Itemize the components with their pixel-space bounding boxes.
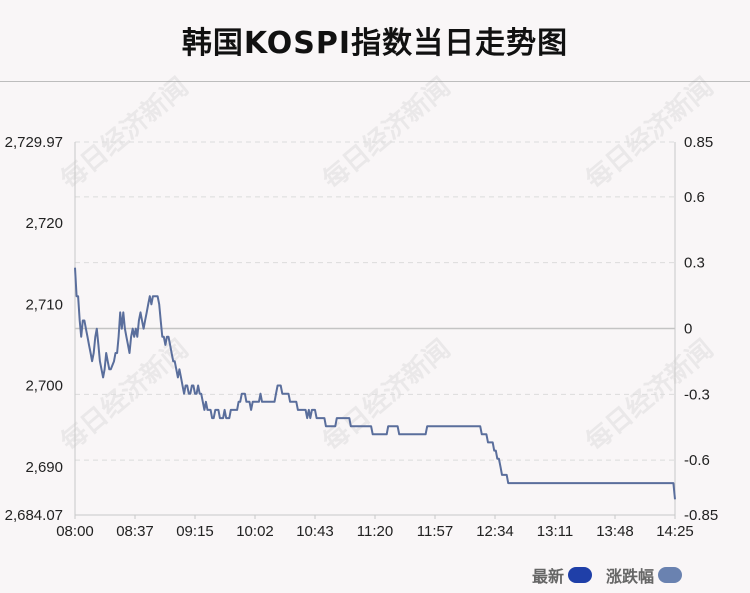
series-line-latest [74, 267, 676, 500]
title-divider [0, 81, 750, 82]
legend-label-change: 涨跌幅 [606, 567, 655, 586]
left-tick-label: 2,710 [25, 296, 63, 313]
x-tick-label: 09:15 [176, 523, 214, 540]
left-tick-label: 2,729.97 [5, 134, 63, 151]
x-tick-label: 11:20 [357, 523, 393, 540]
x-tick-label: 10:02 [236, 523, 274, 540]
x-tick-label: 12:34 [476, 523, 514, 540]
legend-swatch-latest [568, 567, 593, 583]
left-axis-ticks: 2,684.07 2,690 2,700 2,710 2,720 2,729.97 [5, 134, 63, 524]
legend-item-change[interactable]: 涨跌幅 [606, 563, 683, 587]
right-tick-label: -0.6 [684, 452, 710, 469]
x-tick-label: 11:57 [417, 523, 453, 540]
right-tick-label: -0.85 [684, 507, 718, 524]
x-tick-label: 13:48 [596, 523, 634, 540]
left-tick-label: 2,690 [25, 459, 63, 476]
x-tick-label: 08:00 [56, 523, 94, 540]
right-tick-label: 0.3 [684, 255, 705, 272]
left-tick-label: 2,720 [25, 215, 63, 232]
x-tick-label: 08:37 [116, 523, 154, 540]
legend-swatch-change [658, 567, 683, 583]
grid-lines [75, 141, 675, 516]
legend-label-latest: 最新 [532, 567, 565, 586]
x-tick-label: 13:11 [537, 523, 573, 540]
left-tick-label: 2,700 [25, 378, 63, 395]
right-tick-label: 0 [684, 321, 692, 338]
x-axis-ticks: 08:00 08:37 09:15 10:02 10:43 11:20 11:57 12:34… [56, 515, 694, 540]
watermark-text: 每日经济新闻 [55, 333, 194, 457]
right-tick-label: 0.6 [684, 189, 705, 206]
legend-item-latest[interactable]: 最新 [532, 563, 593, 587]
watermark-text: 每日经济新闻 [317, 333, 456, 457]
right-axis-ticks: -0.85 -0.6 -0.3 0 0.3 0.6 0.85 [684, 134, 718, 524]
legend: 最新 涨跌幅 [532, 563, 683, 587]
x-tick-label: 14:25 [656, 523, 694, 540]
right-tick-label: 0.85 [684, 134, 713, 151]
watermark-text: 每日经济新闻 [317, 71, 456, 195]
right-tick-label: -0.3 [684, 386, 710, 403]
left-tick-label: 2,684.07 [5, 507, 63, 524]
watermark-text: 每日经济新闻 [55, 71, 194, 195]
x-tick-label: 10:43 [296, 523, 334, 540]
chart-title: 韩国KOSPI指数当日走势图 [181, 26, 569, 61]
